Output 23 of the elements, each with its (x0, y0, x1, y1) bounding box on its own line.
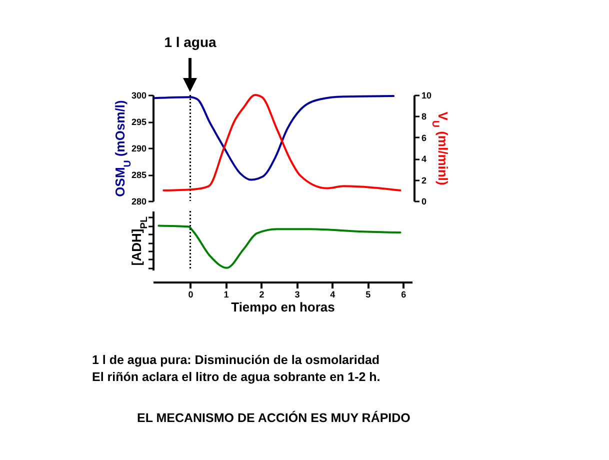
x-tick-label: 4 (330, 290, 336, 300)
text: EL MECANISMO DE ACCIÓN ES MUY RÁPIDO (137, 411, 410, 425)
y2-tick-label: 2 (422, 175, 427, 186)
y2-tick-label: 0 (422, 196, 427, 206)
x-axis-title: Tiempo en horas (231, 300, 335, 314)
y-tick-label: 295 (131, 117, 146, 127)
text: El riñón aclara el litro de agua sobrante en 1-2 h. (92, 370, 380, 384)
y2-tick-label: 4 (422, 154, 427, 164)
y2-tick-label: 6 (422, 132, 427, 143)
y-tick-label: 280 (131, 196, 146, 206)
x-tick-label: 5 (366, 290, 371, 300)
y-tick-label: 300 (131, 90, 146, 100)
x-tick-label: 0 (188, 290, 194, 300)
y2-tick-label: 8 (422, 112, 427, 122)
x-tick-label: 3 (294, 290, 300, 300)
y-tick-label: 290 (131, 144, 146, 154)
x-tick-label: 6 (401, 290, 406, 300)
ref-line-label: 1 l agua (164, 34, 217, 50)
y2-tick-label: 10 (422, 90, 432, 100)
x-tick-label: 1 (224, 290, 229, 300)
y-tick-label: 285 (131, 170, 146, 180)
x-tick-label: 2 (259, 290, 264, 300)
text: 1 l de agua pura: Disminución de la osmolaridad (92, 353, 380, 367)
